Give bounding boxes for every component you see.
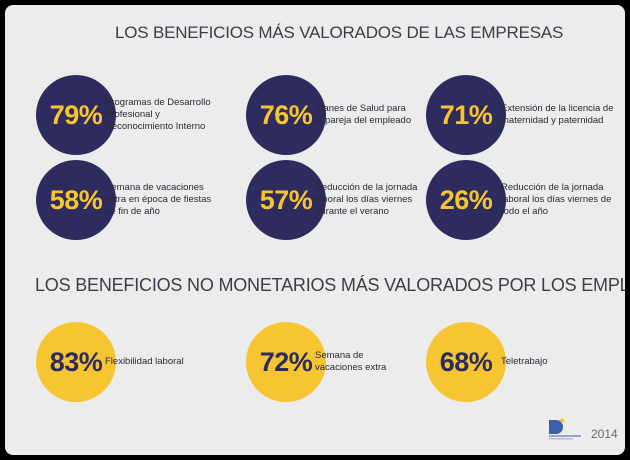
- benefit-description: Reducción de la jornada laboral los días…: [315, 182, 418, 217]
- benefit-description: Planes de Salud para la pareja del emple…: [315, 103, 412, 126]
- percentage-label: 68%: [439, 346, 493, 377]
- percentage-label: 71%: [439, 99, 493, 130]
- benefit-item: 26% Reducción de la jornada laboral los …: [426, 160, 616, 240]
- percentage-circle: 68%: [426, 322, 506, 402]
- percentage-label: 72%: [259, 346, 313, 377]
- percentage-circle: 71%: [426, 75, 506, 155]
- percentage-label: 57%: [259, 184, 313, 215]
- benefit-description: Semana de vacaciones extra: [315, 350, 387, 373]
- benefit-item: 76% Planes de Salud para la pareja del e…: [246, 75, 436, 155]
- benefit-description: Teletrabajo: [501, 356, 548, 367]
- percentage-circle: 76%: [246, 75, 326, 155]
- company-logo-icon: [549, 418, 581, 440]
- benefit-item: 68% Teletrabajo: [426, 322, 616, 402]
- benefit-item: 83% Flexibilidad laboral: [36, 322, 226, 402]
- benefit-item: 58% Semana de vacaciones extra en época …: [36, 160, 226, 240]
- benefit-description: Semana de vacaciones extra en época de f…: [105, 182, 212, 217]
- infographic-panel: LOS BENEFICIOS MÁS VALORADOS DE LAS EMPR…: [5, 5, 625, 455]
- percentage-circle: 79%: [36, 75, 116, 155]
- benefit-description: Extensión de la licencia de maternidad y…: [501, 103, 614, 126]
- percentage-label: 83%: [49, 346, 103, 377]
- benefit-description: Reducción de la jornada laboral los días…: [501, 182, 612, 217]
- benefit-item: 71% Extensión de la licencia de maternid…: [426, 75, 616, 155]
- percentage-label: 26%: [439, 184, 493, 215]
- benefit-item: 72% Semana de vacaciones extra: [246, 322, 436, 402]
- percentage-label: 58%: [49, 184, 103, 215]
- year-label: 2014: [591, 427, 618, 441]
- section-title-empleados: LOS BENEFICIOS NO MONETARIOS MÁS VALORAD…: [35, 275, 625, 295]
- percentage-circle: 57%: [246, 160, 326, 240]
- percentage-label: 79%: [49, 99, 103, 130]
- percentage-circle: 72%: [246, 322, 326, 402]
- benefit-description: Programas de Desarrollo Profesional y Re…: [105, 97, 211, 132]
- percentage-circle: 58%: [36, 160, 116, 240]
- section-title-empresas: LOS BENEFICIOS MÁS VALORADOS DE LAS EMPR…: [115, 23, 564, 42]
- benefit-item: 79% Programas de Desarrollo Profesional …: [36, 75, 226, 155]
- benefit-item: 57% Reducción de la jornada laboral los …: [246, 160, 436, 240]
- percentage-circle: 26%: [426, 160, 506, 240]
- benefit-description: Flexibilidad laboral: [105, 356, 184, 367]
- percentage-circle: 83%: [36, 322, 116, 402]
- percentage-label: 76%: [259, 99, 313, 130]
